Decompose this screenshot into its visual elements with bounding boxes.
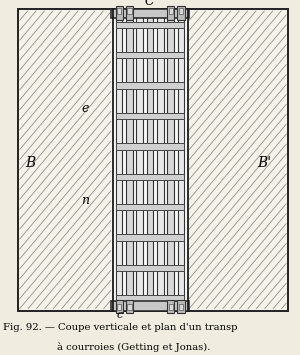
- Bar: [127, 8, 131, 14]
- Text: B': B': [257, 156, 271, 170]
- Bar: [116, 300, 123, 313]
- Bar: [167, 6, 174, 20]
- Text: e: e: [82, 102, 89, 115]
- Bar: [111, 9, 189, 18]
- Bar: [116, 174, 184, 180]
- Bar: [116, 11, 122, 309]
- Text: à courroies (Getting et Jonas).: à courroies (Getting et Jonas).: [57, 343, 210, 353]
- Bar: [117, 304, 121, 310]
- Bar: [179, 8, 183, 14]
- Bar: [116, 234, 184, 241]
- Text: C: C: [144, 0, 154, 8]
- Bar: [177, 6, 184, 20]
- Bar: [18, 9, 288, 311]
- Bar: [116, 6, 123, 20]
- Bar: [116, 22, 184, 28]
- Bar: [126, 300, 133, 313]
- Bar: [127, 304, 131, 310]
- Bar: [116, 204, 184, 210]
- Text: n: n: [82, 194, 89, 207]
- Bar: [179, 304, 183, 310]
- Bar: [169, 8, 173, 14]
- Bar: [116, 52, 184, 59]
- Bar: [167, 11, 174, 309]
- Bar: [112, 9, 188, 311]
- Bar: [178, 11, 184, 309]
- Text: B: B: [25, 156, 35, 170]
- Bar: [111, 301, 189, 311]
- Bar: [126, 11, 133, 309]
- Bar: [177, 300, 184, 313]
- Bar: [167, 300, 174, 313]
- Bar: [116, 82, 184, 89]
- Bar: [126, 6, 133, 20]
- Bar: [117, 8, 121, 14]
- Bar: [169, 304, 173, 310]
- Bar: [147, 11, 153, 309]
- Bar: [136, 11, 143, 309]
- Text: Fig. 92. — Coupe verticale et plan d'un transp: Fig. 92. — Coupe verticale et plan d'un …: [3, 323, 238, 332]
- Bar: [157, 11, 164, 309]
- Bar: [116, 264, 184, 271]
- Bar: [116, 113, 184, 119]
- Bar: [116, 295, 184, 301]
- Bar: [116, 143, 184, 149]
- Text: c: c: [117, 310, 123, 320]
